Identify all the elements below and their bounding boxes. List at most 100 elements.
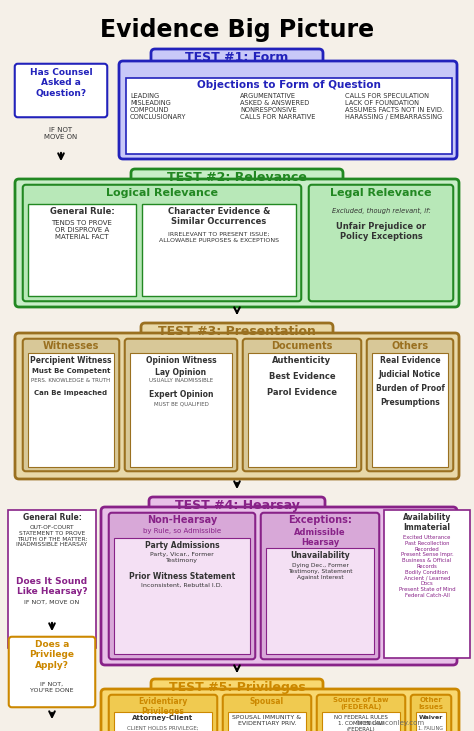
Text: Evidence Big Picture: Evidence Big Picture (100, 18, 374, 42)
FancyBboxPatch shape (101, 507, 457, 665)
Text: Burden of Proof: Burden of Proof (375, 384, 445, 393)
Text: PERS. KNOWLEDGE & TRUTH: PERS. KNOWLEDGE & TRUTH (31, 378, 110, 383)
FancyBboxPatch shape (317, 694, 405, 731)
FancyBboxPatch shape (151, 49, 323, 69)
FancyBboxPatch shape (23, 185, 301, 301)
Text: CALLS FOR SPECULATION
LACK OF FOUNDATION
ASSUMES FACTS NOT IN EVID.
HARASSING / : CALLS FOR SPECULATION LACK OF FOUNDATION… (345, 93, 444, 120)
FancyBboxPatch shape (101, 689, 459, 731)
Text: Party, Vicar., Former
Testimony: Party, Vicar., Former Testimony (150, 552, 214, 563)
Text: TEST #5: Privileges: TEST #5: Privileges (169, 681, 305, 694)
Text: Excluded, though relevant, if:: Excluded, though relevant, if: (332, 208, 430, 214)
FancyBboxPatch shape (261, 512, 379, 659)
Text: Evidentiary
Privileges: Evidentiary Privileges (138, 697, 188, 716)
FancyBboxPatch shape (23, 338, 119, 471)
FancyBboxPatch shape (243, 338, 361, 471)
Text: Objections to Form of Question: Objections to Form of Question (197, 80, 381, 90)
Text: Must Be Competent: Must Be Competent (32, 368, 110, 374)
Text: Does It Sound
Like Hearsay?: Does It Sound Like Hearsay? (17, 577, 88, 596)
Text: IF NOT
MOVE ON: IF NOT MOVE ON (45, 127, 78, 140)
FancyBboxPatch shape (114, 538, 250, 654)
Text: SPOUSAL IMMUNITY &
EVIDENTIARY PRIV.: SPOUSAL IMMUNITY & EVIDENTIARY PRIV. (232, 715, 301, 726)
FancyBboxPatch shape (149, 497, 325, 517)
Text: Legal Relevance: Legal Relevance (330, 188, 432, 198)
Text: TEST #3: Presentation: TEST #3: Presentation (158, 325, 316, 338)
Text: TEST #4: Hearsay: TEST #4: Hearsay (174, 499, 300, 512)
Text: Does a
Privilege
Apply?: Does a Privilege Apply? (29, 640, 74, 670)
Text: Dying Dec., Former
Testimony, Statement
Against Interest: Dying Dec., Former Testimony, Statement … (288, 563, 352, 580)
Text: Excited Utterance
Past Recollection
Recorded
Present Sense Impr.
Business & Offi: Excited Utterance Past Recollection Reco… (399, 535, 456, 598)
FancyBboxPatch shape (367, 338, 453, 471)
FancyBboxPatch shape (119, 61, 457, 159)
Text: IRRELEVANT TO PRESENT ISSUE;
ALLOWABLE PURPOSES & EXCEPTIONS: IRRELEVANT TO PRESENT ISSUE; ALLOWABLE P… (159, 232, 279, 243)
Text: Parol Evidence: Parol Evidence (267, 388, 337, 397)
Text: Admissible
Hearsay: Admissible Hearsay (294, 528, 346, 548)
Text: Best Evidence: Best Evidence (269, 372, 335, 381)
Text: General Rule:: General Rule: (23, 513, 82, 522)
FancyBboxPatch shape (416, 712, 446, 731)
Text: Presumptions: Presumptions (380, 398, 440, 407)
Text: Spousal: Spousal (250, 697, 284, 706)
FancyBboxPatch shape (109, 694, 217, 731)
Text: USUALLY INADMISSIBLE: USUALLY INADMISSIBLE (149, 378, 213, 383)
Text: Can Be Impeached: Can Be Impeached (35, 390, 108, 396)
FancyBboxPatch shape (131, 169, 343, 189)
Text: TEST #2: Relevance: TEST #2: Relevance (167, 171, 307, 184)
FancyBboxPatch shape (15, 333, 459, 479)
FancyBboxPatch shape (126, 78, 452, 154)
Text: Unavailability: Unavailability (290, 551, 350, 560)
Text: 1. FAILING
TO CLAIM
2. DISCLOS.
3. BY CONT.: 1. FAILING TO CLAIM 2. DISCLOS. 3. BY CO… (417, 726, 446, 731)
Text: Other
Issues: Other Issues (419, 697, 444, 710)
FancyBboxPatch shape (125, 338, 237, 471)
Text: Lay Opinion: Lay Opinion (155, 368, 207, 377)
Text: Inconsistent, Rebuttal I.D.: Inconsistent, Rebuttal I.D. (141, 583, 223, 588)
Text: OUT-OF-COURT
STATEMENT TO PROVE
TRUTH OF THE MATTER:
INADMISSIBLE HEARSAY: OUT-OF-COURT STATEMENT TO PROVE TRUTH OF… (17, 525, 88, 548)
FancyBboxPatch shape (114, 712, 212, 731)
Text: Percipient Witness: Percipient Witness (30, 356, 112, 365)
Text: Witnesses: Witnesses (43, 341, 99, 351)
FancyBboxPatch shape (151, 679, 323, 699)
Text: MUST BE QUALIFIED: MUST BE QUALIFIED (154, 402, 209, 407)
Text: Has Counsel
Asked a
Question?: Has Counsel Asked a Question? (30, 68, 92, 98)
Text: Attorney-Client: Attorney-Client (132, 715, 193, 721)
FancyBboxPatch shape (309, 185, 453, 301)
Text: Unfair Prejudice or
Policy Exceptions: Unfair Prejudice or Policy Exceptions (336, 222, 426, 241)
FancyBboxPatch shape (130, 353, 232, 467)
FancyBboxPatch shape (9, 637, 95, 708)
Text: Logical Relevance: Logical Relevance (106, 188, 218, 198)
FancyBboxPatch shape (142, 204, 296, 296)
Text: TENDS TO PROVE
OR DISPROVE A
MATERIAL FACT: TENDS TO PROVE OR DISPROVE A MATERIAL FA… (52, 220, 112, 240)
Text: CLIENT HOLDS PRIVILEGE;
INDEFINITE APPLICATION: CLIENT HOLDS PRIVILEGE; INDEFINITE APPLI… (127, 726, 199, 731)
Text: Non-Hearsay: Non-Hearsay (147, 515, 217, 525)
Text: NO FEDERAL RULES
1. COMMON LAW
(FEDERAL)
2. STATE LAW
(DIVERSITY): NO FEDERAL RULES 1. COMMON LAW (FEDERAL)… (334, 715, 388, 731)
FancyBboxPatch shape (411, 694, 451, 731)
Text: Expert Opinion: Expert Opinion (149, 390, 213, 399)
Text: brendanconley.com: brendanconley.com (356, 720, 424, 726)
Text: Exceptions:: Exceptions: (288, 515, 352, 525)
Text: by Rule, so Admissible: by Rule, so Admissible (143, 528, 221, 534)
Text: Real Evidence: Real Evidence (380, 356, 440, 365)
Text: Party Admissions: Party Admissions (145, 541, 219, 550)
Text: Source of Law
(FEDERAL): Source of Law (FEDERAL) (333, 697, 389, 710)
FancyBboxPatch shape (223, 694, 311, 731)
FancyBboxPatch shape (384, 510, 470, 658)
FancyBboxPatch shape (28, 353, 114, 467)
FancyBboxPatch shape (28, 204, 136, 296)
Text: Documents: Documents (271, 341, 333, 351)
Text: Opinion Witness: Opinion Witness (146, 356, 216, 365)
FancyBboxPatch shape (15, 64, 107, 117)
Text: Others: Others (392, 341, 428, 351)
FancyBboxPatch shape (322, 712, 400, 731)
FancyBboxPatch shape (248, 353, 356, 467)
FancyBboxPatch shape (141, 323, 333, 343)
FancyBboxPatch shape (266, 548, 374, 654)
Text: TEST #1: Form: TEST #1: Form (185, 51, 289, 64)
FancyBboxPatch shape (228, 712, 306, 731)
Text: Prior Witness Statement: Prior Witness Statement (129, 572, 235, 581)
FancyBboxPatch shape (372, 353, 448, 467)
FancyBboxPatch shape (109, 512, 255, 659)
Text: Judicial Notice: Judicial Notice (379, 370, 441, 379)
Text: IF NOT,
YOU'RE DONE: IF NOT, YOU'RE DONE (30, 682, 74, 693)
FancyBboxPatch shape (8, 510, 96, 648)
FancyBboxPatch shape (15, 179, 459, 307)
Text: Character Evidence &
Similar Occurrences: Character Evidence & Similar Occurrences (168, 207, 270, 227)
